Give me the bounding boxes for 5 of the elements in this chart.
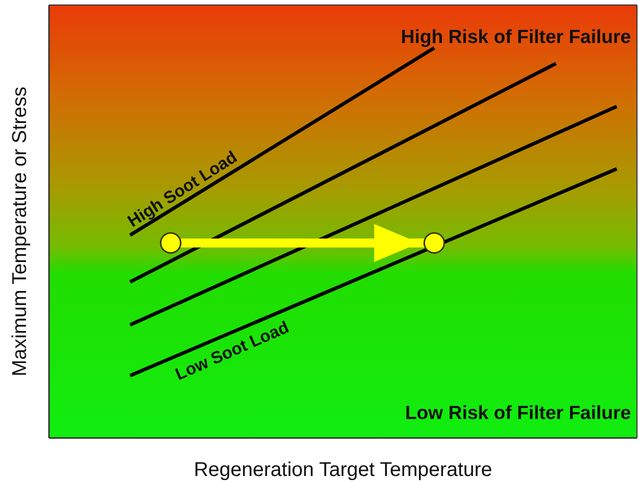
- y-axis-title: Maximum Temperature or Stress: [9, 86, 31, 376]
- text: Low Soot Load: [172, 318, 292, 384]
- x-axis-title: Regeneration Target Temperature: [194, 459, 492, 481]
- annotation: High Risk of Filter Failure: [400, 27, 631, 48]
- annotation: Low Risk of Filter Failure: [405, 403, 631, 424]
